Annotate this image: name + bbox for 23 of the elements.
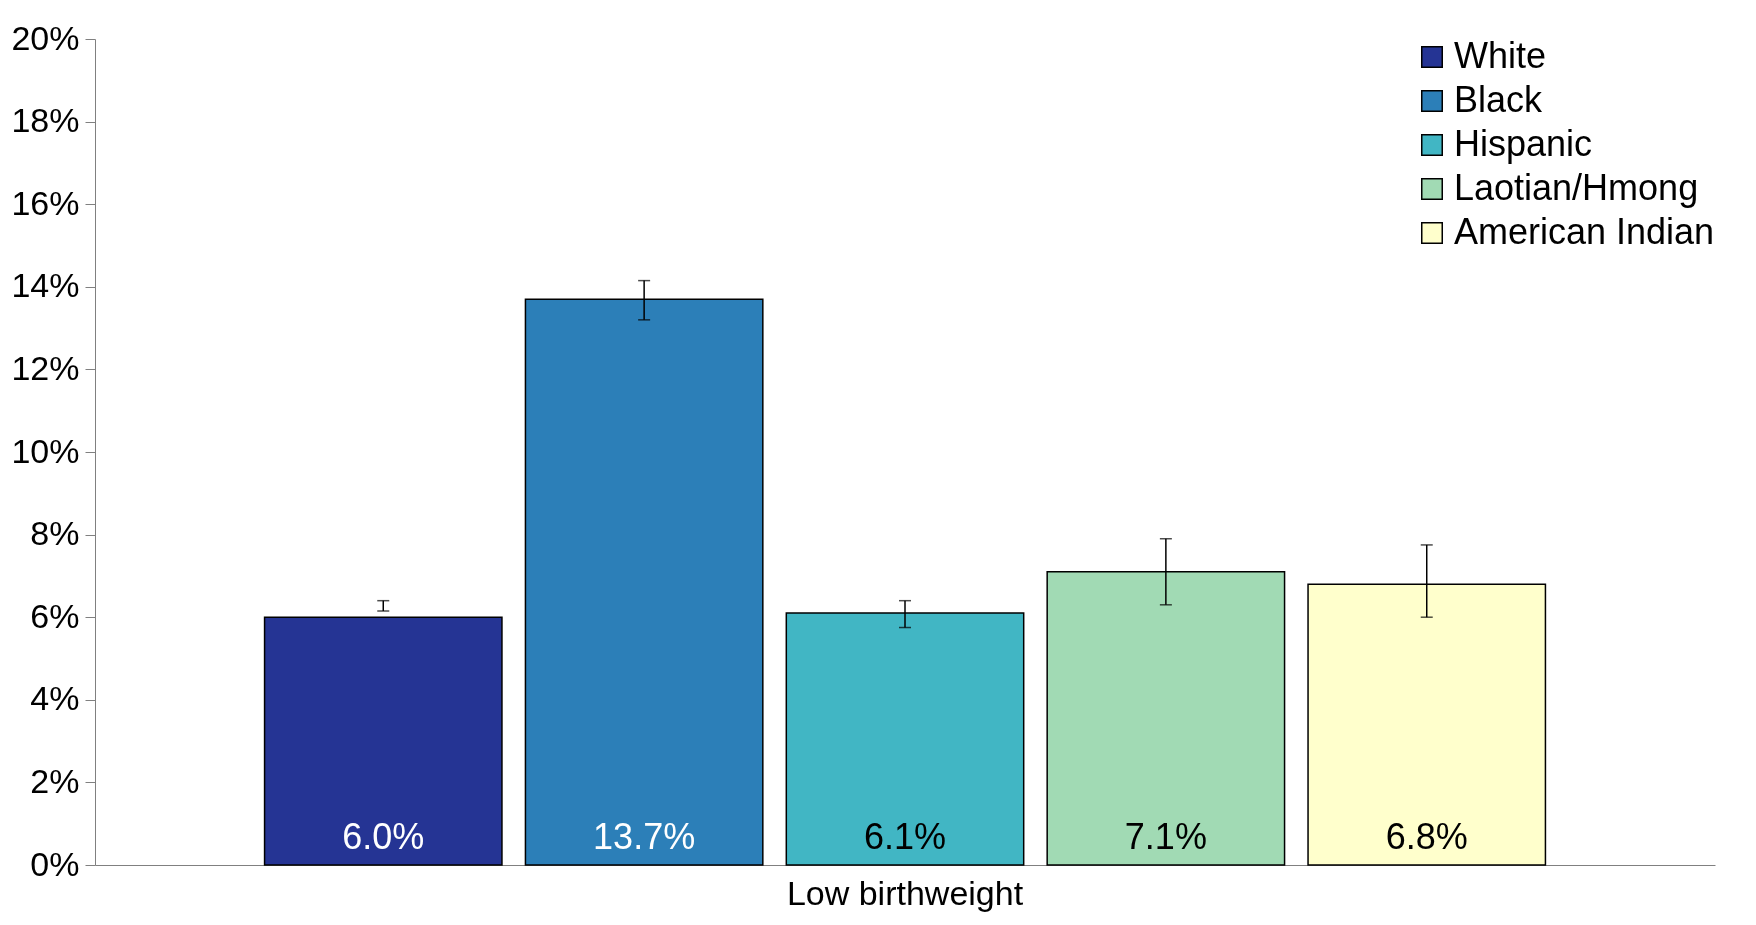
x-tick-label: Low birthweight: [786, 873, 1024, 912]
y-tick-label: 18%: [11, 101, 80, 140]
y-tick-label: 6%: [30, 596, 80, 635]
data-label: 7.1%: [1124, 816, 1207, 857]
data-label: 6.8%: [1385, 816, 1468, 857]
y-tick-label: 8%: [30, 514, 80, 553]
data-label: 6.1%: [863, 816, 947, 857]
legend-label: Laotian/Hmong: [1454, 167, 1699, 208]
legend-label: Hispanic: [1454, 123, 1593, 164]
legend-label: American Indian: [1454, 211, 1715, 252]
y-tick-label: 14%: [11, 266, 80, 305]
y-tick-label: 10%: [11, 431, 80, 470]
data-label: 13.7%: [593, 816, 696, 857]
y-tick-label: 2%: [30, 761, 80, 800]
y-tick-label: 0%: [30, 844, 80, 883]
legend-label: Black: [1454, 79, 1544, 120]
y-tick-label: 4%: [30, 679, 80, 718]
y-tick-label: 16%: [11, 183, 80, 222]
data-label: 6.0%: [342, 816, 425, 857]
bar: [263, 616, 503, 866]
y-tick-label: 12%: [11, 348, 80, 387]
legend-label: White: [1454, 35, 1547, 76]
y-tick-label: 20%: [11, 18, 80, 57]
